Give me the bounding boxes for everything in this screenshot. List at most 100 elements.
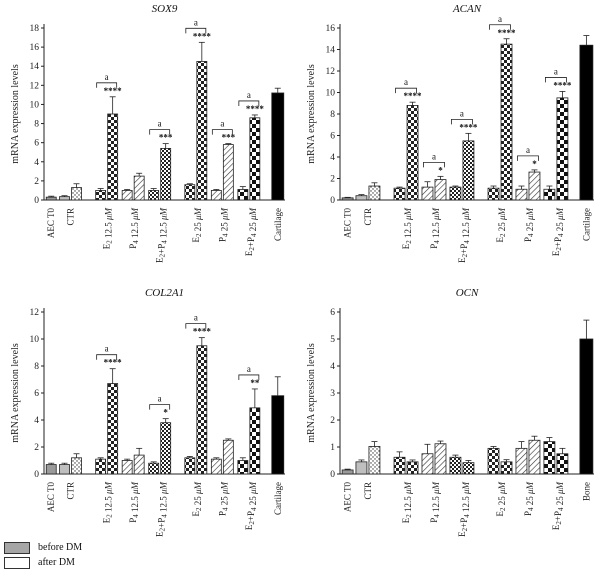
bar-after — [434, 179, 447, 201]
y-axis-label: mRNA expression levels — [10, 343, 21, 443]
bar-after — [462, 140, 475, 201]
y-tick-label: 6 — [34, 389, 39, 399]
bar-before — [121, 190, 133, 201]
bar-after — [71, 187, 82, 201]
bracket-label: a — [158, 394, 162, 404]
y-tick-label: 5 — [330, 335, 335, 345]
bar-after — [556, 97, 569, 201]
bar-before — [515, 447, 528, 475]
y-tick-label: 4 — [330, 362, 335, 372]
bracket-label: a — [105, 72, 109, 82]
y-tick-label: 4 — [34, 158, 39, 168]
bar-before — [421, 453, 434, 475]
y-tick-label: 12 — [30, 308, 40, 318]
significance-label: **** — [459, 122, 478, 132]
bar-after — [133, 454, 145, 475]
bar-after — [271, 92, 285, 201]
chart-title: ACAN — [452, 3, 482, 15]
bracket-label: a — [158, 119, 162, 129]
bar-before — [487, 187, 500, 201]
bar-after — [434, 443, 447, 475]
category-label: P4 25 μM — [523, 481, 535, 516]
bar-after — [249, 407, 261, 475]
legend-label-after: after DM — [38, 557, 75, 568]
chart-title: OCN — [456, 287, 479, 299]
bar-after — [196, 345, 208, 475]
significance-bracket — [96, 354, 118, 360]
y-tick-label: 8 — [34, 120, 39, 130]
category-label: E2+P4 12.5 μM — [155, 481, 169, 536]
significance-bracket — [517, 155, 539, 161]
y-tick-label: 1 — [330, 443, 335, 453]
significance-bracket — [545, 77, 567, 83]
y-tick-label: 12 — [30, 81, 40, 91]
bracket-label: a — [247, 364, 251, 374]
category-label: E2+P4 25 μM — [244, 481, 258, 530]
category-label: AEC T0 — [343, 482, 353, 513]
y-tick-label: 14 — [326, 46, 336, 56]
bracket-label: a — [404, 77, 408, 87]
category-label: CTR — [363, 208, 373, 226]
category-label: P4 12.5 μM — [128, 481, 140, 522]
y-tick-label: 6 — [330, 308, 335, 318]
bar-before — [449, 186, 462, 201]
bar-after — [500, 43, 513, 201]
category-label: E2+P4 25 μM — [551, 481, 565, 530]
significance-bracket — [238, 374, 260, 380]
bar-after — [271, 395, 285, 475]
bracket-label: a — [105, 344, 109, 354]
significance-label: * — [438, 165, 443, 175]
bar-after — [133, 175, 145, 201]
bar-before — [210, 190, 222, 201]
legend: before DM after DM — [4, 540, 82, 570]
category-label: AEC T0 — [46, 208, 56, 239]
chart-title: COL2A1 — [145, 287, 184, 299]
category-label: AEC T0 — [46, 482, 56, 513]
significance-bracket — [451, 118, 473, 125]
y-tick-label: 12 — [326, 67, 336, 77]
y-tick-label: 16 — [30, 43, 40, 53]
bracket-label: a — [247, 90, 251, 100]
bracket-label: a — [220, 119, 224, 129]
bar-before — [184, 457, 196, 475]
category-label: E2+P4 12.5 μM — [155, 207, 169, 262]
significance-bracket — [395, 87, 417, 94]
y-tick-label: 10 — [326, 89, 336, 99]
bar-after — [196, 61, 208, 201]
bar-before — [449, 456, 462, 475]
bar-before — [121, 460, 133, 475]
significance-bracket — [185, 323, 207, 329]
significance-label: **** — [104, 86, 123, 96]
y-tick-label: 14 — [30, 62, 40, 72]
chart-title: SOX9 — [152, 3, 178, 15]
category-label: P4 12.5 μM — [429, 481, 441, 522]
y-tick-label: 6 — [330, 132, 335, 142]
y-tick-label: 18 — [30, 24, 40, 34]
bar-before — [95, 190, 107, 201]
bar-after — [579, 338, 594, 475]
bar-before — [237, 189, 249, 201]
bar-after — [406, 461, 419, 475]
significance-bracket — [238, 100, 260, 106]
category-label: E2+P4 25 μM — [551, 207, 565, 256]
significance-bracket — [211, 129, 233, 135]
y-tick-label: 4 — [330, 153, 335, 163]
bar-before — [184, 184, 196, 201]
bracket-label: a — [432, 151, 436, 161]
significance-label: *** — [159, 133, 173, 143]
bar-before — [487, 447, 500, 475]
legend-item-after: after DM — [4, 555, 82, 570]
category-label: Bone — [581, 482, 591, 501]
y-tick-label: 8 — [34, 362, 39, 372]
category-label: CTR — [363, 482, 373, 500]
y-tick-label: 2 — [330, 416, 335, 426]
significance-bracket — [149, 404, 171, 410]
bar-before — [148, 462, 160, 475]
significance-label: **** — [104, 358, 123, 368]
bar-before — [148, 190, 160, 201]
y-tick-label: 3 — [330, 389, 335, 399]
significance-bracket — [489, 24, 511, 30]
bar-after — [107, 113, 119, 201]
y-tick-label: 0 — [330, 470, 335, 480]
category-label: P4 25 μM — [217, 481, 229, 516]
